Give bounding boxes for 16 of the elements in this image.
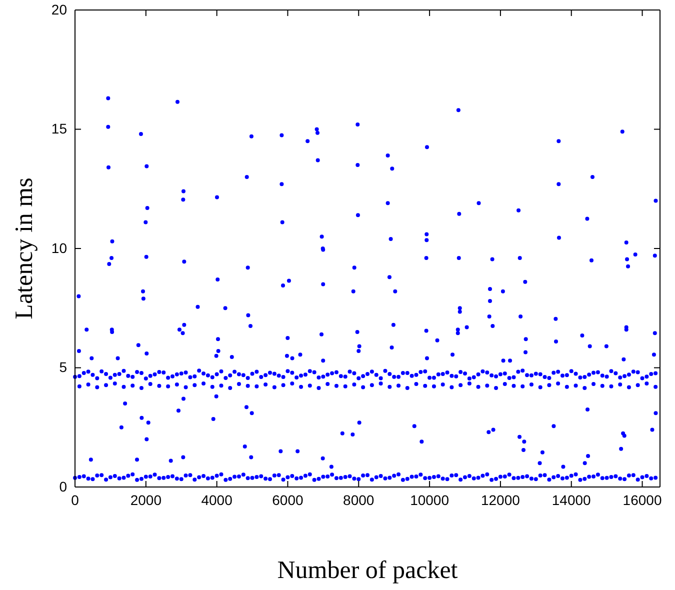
y-tick-label: 5 [59, 359, 68, 376]
y-tick-label: 20 [51, 1, 68, 18]
x-tick-label: 0 [71, 492, 80, 508]
x-tick-label: 8000 [343, 492, 374, 508]
x-tick-label: 4000 [201, 492, 233, 508]
x-tick-label: 6000 [272, 492, 304, 508]
x-axis-title: Number of packet [277, 557, 458, 584]
x-tick-label: 2000 [130, 492, 162, 508]
y-tick-label: 0 [59, 478, 68, 494]
x-tick-label: 12000 [480, 492, 520, 508]
y-axis-title: Latency in ms [11, 178, 38, 320]
x-tick-label: 16000 [622, 492, 662, 508]
x-tick-label: 14000 [552, 492, 592, 508]
x-tick-label: 10000 [410, 492, 450, 508]
y-tick-label: 15 [51, 120, 68, 137]
y-tick-label: 10 [51, 240, 68, 256]
